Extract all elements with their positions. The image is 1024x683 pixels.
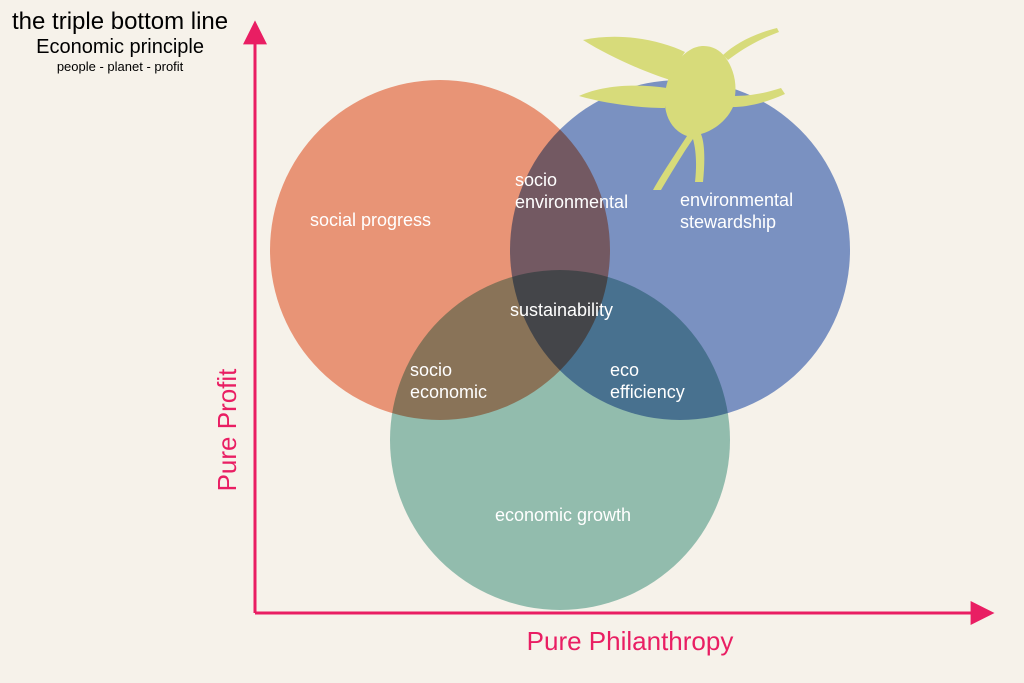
hummingbird-icon — [575, 22, 795, 192]
label-sustainability: sustainability — [510, 300, 613, 322]
y-axis-label: Pure Profit — [212, 368, 242, 492]
label-social-progress: social progress — [310, 210, 431, 232]
diagram-stage: the triple bottom line Economic principl… — [0, 0, 1024, 683]
label-eco-efficiency: eco efficiency — [610, 360, 685, 403]
label-socio-environmental: socio environmental — [515, 170, 628, 213]
x-axis-label: Pure Philanthropy — [527, 626, 734, 656]
label-socio-economic: socio economic — [410, 360, 487, 403]
label-environmental: environmental stewardship — [680, 190, 793, 233]
label-economic-growth: economic growth — [495, 505, 631, 527]
